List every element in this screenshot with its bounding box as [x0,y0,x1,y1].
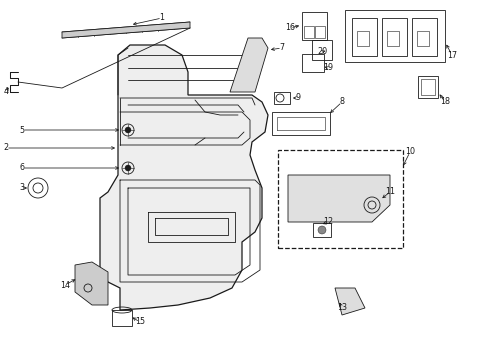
Polygon shape [288,175,390,222]
Bar [418,76,438,98]
Bar [112,310,132,326]
Text: 1: 1 [160,13,165,22]
Text: 11: 11 [385,188,395,197]
Bar [357,31,369,46]
Text: 12: 12 [323,217,333,226]
Text: 9: 9 [295,94,300,103]
Polygon shape [230,38,268,92]
Text: 13: 13 [337,303,347,312]
Text: 20: 20 [317,48,327,57]
Circle shape [125,127,131,133]
Bar [272,112,330,135]
Text: 17: 17 [447,50,457,59]
Polygon shape [335,288,365,315]
Text: 3: 3 [20,184,25,193]
Bar [302,54,324,72]
Bar [387,31,399,46]
Bar [417,31,429,46]
Text: 14: 14 [60,280,70,289]
Polygon shape [100,45,268,310]
Circle shape [318,226,326,234]
Bar [412,18,437,56]
Bar [304,26,314,38]
Text: 2: 2 [3,144,8,153]
Bar [421,79,435,95]
Bar [345,10,445,62]
Text: 19: 19 [323,63,333,72]
Circle shape [125,165,131,171]
Polygon shape [62,22,190,38]
Text: 15: 15 [135,318,145,327]
Polygon shape [75,262,108,305]
Bar [315,26,325,38]
Text: 7: 7 [279,44,285,53]
Text: 18: 18 [440,98,450,107]
Text: 4: 4 [3,87,8,96]
Text: 8: 8 [340,98,344,107]
Bar [278,150,403,248]
Text: 5: 5 [20,126,25,135]
Text: 6: 6 [20,163,25,172]
Bar [302,12,327,40]
Bar [274,92,290,104]
Text: 10: 10 [405,148,415,157]
Bar [313,223,331,237]
Text: 16: 16 [285,23,295,32]
Bar [312,40,332,60]
Bar [382,18,407,56]
Bar [352,18,377,56]
